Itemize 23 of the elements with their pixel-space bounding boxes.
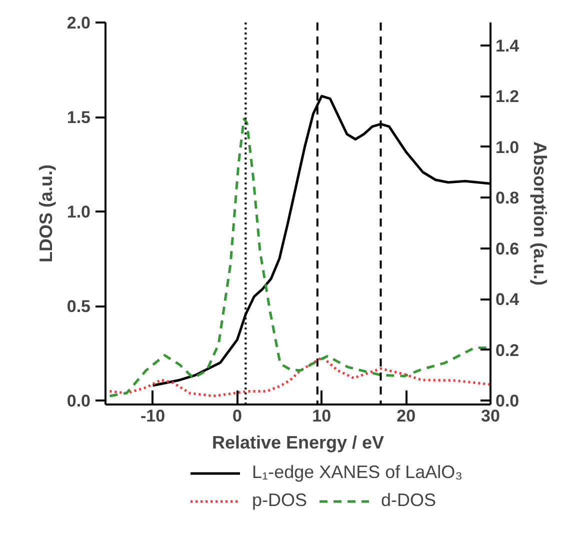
legend-label: d-DOS: [381, 490, 436, 511]
legend-label: p-DOS: [252, 490, 308, 511]
y-tick-label: 0.0: [66, 392, 91, 411]
y2-axis-title: Absorption (a.u.): [530, 142, 550, 286]
y2-tick-label: 1.4: [496, 36, 520, 56]
y2-tick-label: 0.2: [496, 340, 520, 360]
x-tick-label: 10: [312, 406, 332, 426]
y-tick-label: 1.5: [66, 108, 91, 128]
y2-tick-label: 0.6: [496, 239, 520, 258]
x-tick-label: -10: [140, 406, 166, 426]
x-tick-label: 0: [232, 406, 242, 426]
y-axis-title: LDOS (a.u.): [36, 164, 56, 262]
y-tick-label: 0.5: [66, 297, 91, 316]
x-axis-title: Relative Energy / eV: [212, 432, 384, 452]
y2-tick-label: 0.4: [496, 290, 520, 310]
y2-tick-label: 1.0: [496, 138, 520, 157]
y-tick-label: 2.0: [66, 14, 91, 32]
line-series: [108, 356, 490, 398]
y2-tick-label: 0.8: [496, 188, 520, 208]
y-tick-label: 1.0: [66, 202, 91, 222]
x-tick-label: 20: [396, 406, 416, 426]
legend-label: L₁-edge XANES of LaAlO₃: [252, 462, 463, 483]
y2-tick-label: 1.2: [496, 87, 520, 106]
